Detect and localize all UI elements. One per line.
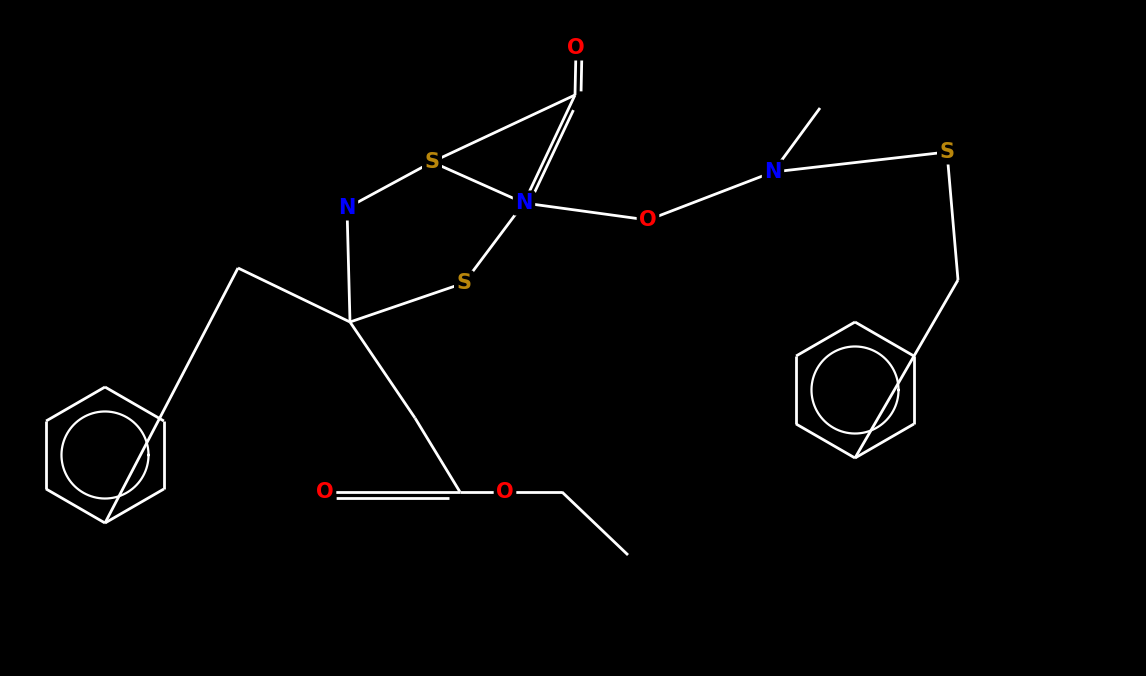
Text: S: S: [424, 152, 440, 172]
Text: N: N: [516, 193, 533, 213]
Text: O: O: [567, 38, 584, 58]
Text: O: O: [316, 482, 333, 502]
Text: N: N: [764, 162, 782, 182]
Text: S: S: [940, 142, 955, 162]
Text: N: N: [338, 198, 355, 218]
Text: O: O: [639, 210, 657, 230]
Text: S: S: [456, 273, 471, 293]
Text: O: O: [496, 482, 513, 502]
